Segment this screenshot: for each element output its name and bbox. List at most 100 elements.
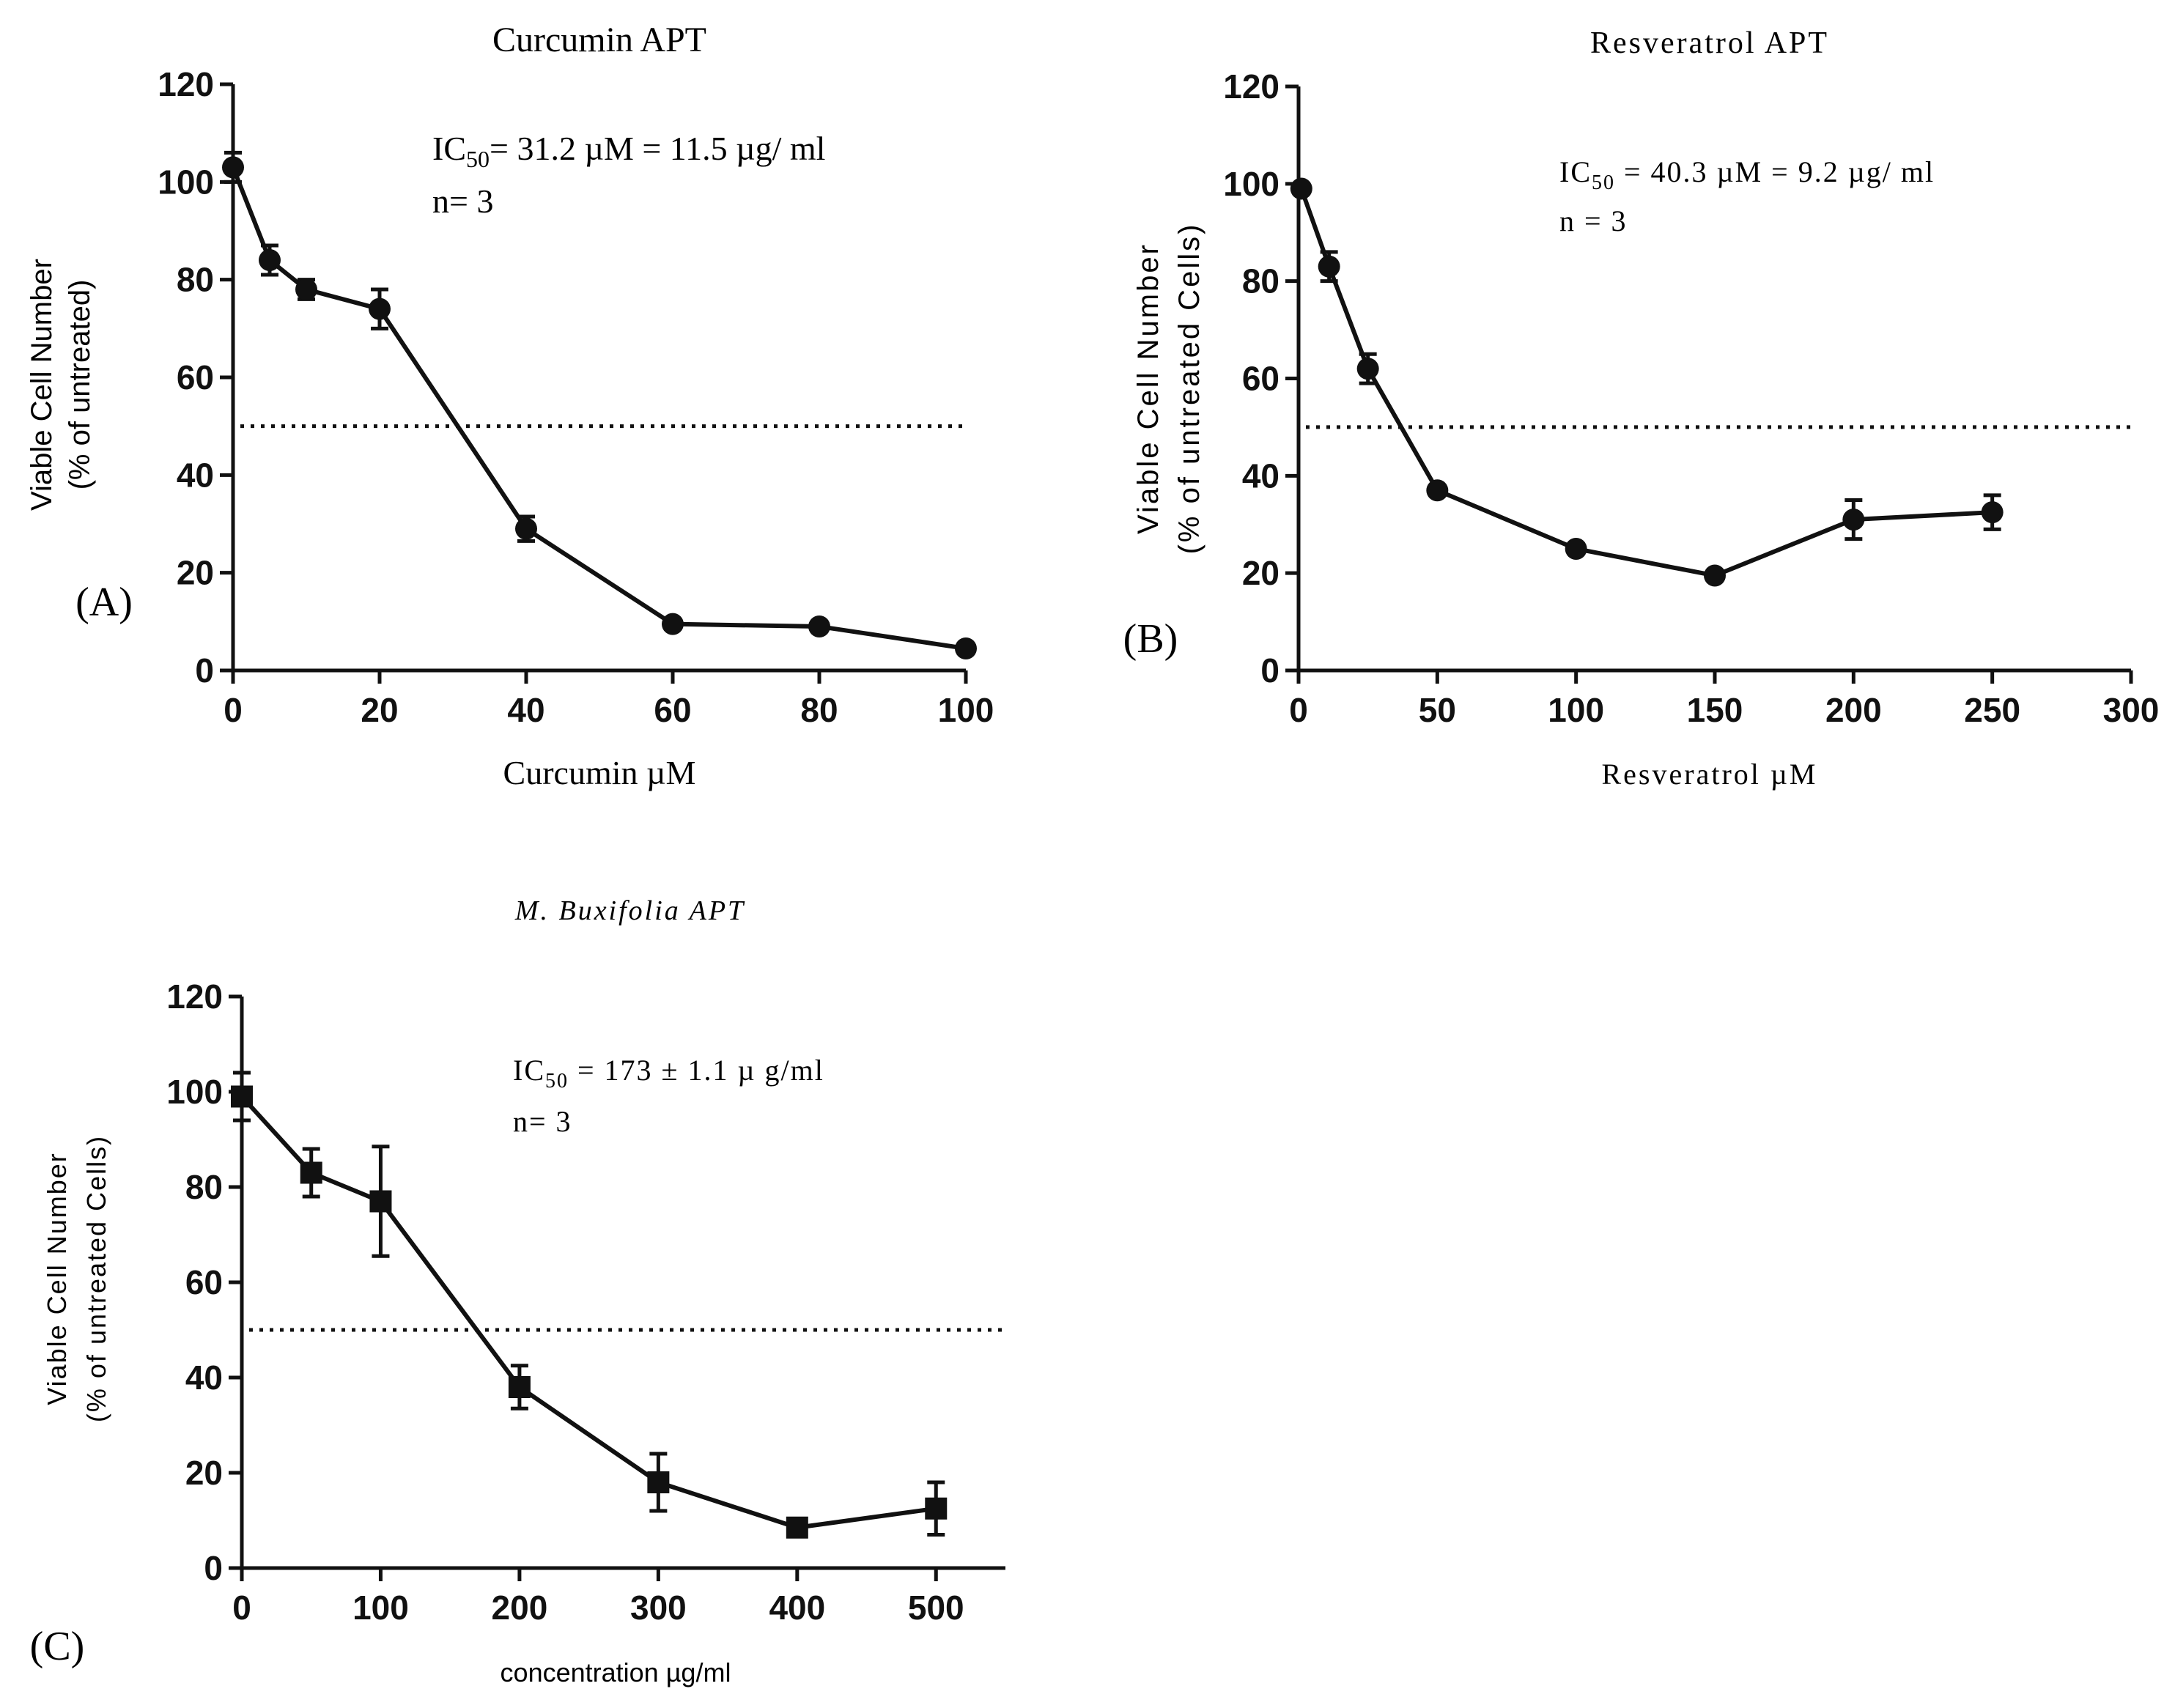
- ic50-prefix: IC: [432, 130, 466, 167]
- data-point: [786, 1516, 808, 1539]
- data-point: [662, 613, 684, 635]
- series-line: [231, 166, 967, 651]
- x-tick-label: 100: [1548, 691, 1604, 729]
- ic50-value: = 31.2 µM = 11.5 µg/ ml: [490, 130, 825, 167]
- y-tick-label: 120: [1223, 67, 1279, 106]
- x-tick-label: 20: [361, 691, 398, 729]
- y-axis-label-line2: (% of untreated Cells): [81, 1135, 111, 1422]
- chart-title: Resveratrol APT: [1590, 26, 1829, 60]
- y-axis-label-line1: Viable Cell Number: [26, 259, 58, 511]
- y-tick-label: 100: [166, 1073, 223, 1111]
- x-tick-label: 250: [1964, 691, 2020, 729]
- y-axis-label: Viable Cell Number (% of untreated): [26, 259, 96, 511]
- data-point: [259, 249, 281, 271]
- x-tick-label: 300: [630, 1589, 687, 1627]
- x-tick-label: 150: [1687, 691, 1743, 729]
- y-tick-label: 60: [185, 1263, 223, 1301]
- y-axis-label-line2: (% of untreated Cells): [1173, 223, 1205, 555]
- y-axis-label: Viable Cell Number (% of untreated Cells…: [1132, 223, 1205, 555]
- n-annotation: n = 3: [1559, 204, 1628, 237]
- ic50-annotation: IC50= 31.2 µM = 11.5 µg/ ml: [432, 130, 825, 172]
- data-point: [1981, 501, 2004, 524]
- data-point: [955, 637, 977, 659]
- y-tick-label: 80: [185, 1168, 223, 1206]
- y-axis-label-line1: Viable Cell Number: [1132, 243, 1164, 534]
- data-point: [1318, 255, 1340, 278]
- y-tick-label: 60: [1242, 360, 1279, 398]
- y-tick-label: 0: [195, 651, 214, 690]
- panel-b: Resveratrol APT Resveratrol µM Viable Ce…: [1123, 26, 2160, 791]
- data-point: [222, 156, 244, 179]
- x-tick-label: 100: [352, 1589, 409, 1627]
- panel-label: (C): [30, 1624, 85, 1669]
- ic50-subscript: 50: [1592, 171, 1615, 194]
- data-point: [647, 1471, 670, 1493]
- x-tick-label: 80: [800, 691, 838, 729]
- data-point: [925, 1497, 948, 1520]
- y-tick-label: 100: [1223, 165, 1279, 203]
- x-axis-label: Curcumin µM: [503, 754, 696, 791]
- x-tick-label: 60: [654, 691, 691, 729]
- data-point: [295, 278, 317, 300]
- y-axis-label: Viable Cell Number (% of untreated Cells…: [42, 1135, 111, 1422]
- panel-c: M. Buxifolia APT concentration µg/ml Via…: [30, 895, 1007, 1687]
- ic50-subscript: 50: [545, 1070, 569, 1093]
- y-axis-label-line1: Viable Cell Number: [42, 1152, 72, 1405]
- chart-title: Curcumin APT: [492, 21, 706, 59]
- n-annotation: n= 3: [432, 182, 493, 220]
- y-tick-label: 0: [1260, 651, 1279, 690]
- x-tick-label: 300: [2103, 691, 2160, 729]
- data-point: [515, 517, 537, 540]
- y-tick-label: 20: [1242, 554, 1279, 592]
- series-line: [1299, 188, 1993, 578]
- y-tick-label: 0: [204, 1549, 223, 1587]
- x-tick-label: 100: [938, 691, 994, 729]
- ic50-value: = 40.3 µM = 9.2 µg/ ml: [1615, 155, 1935, 188]
- ic50-annotation: IC50 = 173 ± 1.1 µ g/ml: [513, 1054, 824, 1093]
- data-point: [1426, 479, 1449, 502]
- data-point: [1356, 358, 1379, 380]
- data-point: [1565, 537, 1587, 560]
- x-tick-label: 0: [1289, 691, 1308, 729]
- panel-label: (A): [75, 580, 133, 625]
- x-tick-label: 500: [908, 1589, 964, 1627]
- ic50-annotation: IC50 = 40.3 µM = 9.2 µg/ ml: [1559, 155, 1935, 194]
- ic50-value: = 173 ± 1.1 µ g/ml: [569, 1054, 824, 1087]
- y-tick-label: 20: [185, 1454, 223, 1492]
- data-point: [369, 1190, 392, 1213]
- y-tick-label: 120: [166, 977, 223, 1016]
- x-axis-label: Resveratrol µM: [1602, 758, 1818, 791]
- y-tick-label: 20: [177, 554, 214, 592]
- y-tick-label: 40: [185, 1358, 223, 1397]
- y-axis-label-line2: (% of untreated): [64, 280, 96, 490]
- x-axis-label: concentration µg/ml: [501, 1657, 731, 1687]
- panel-a: Curcumin APT Curcumin µM Viable Cell Num…: [26, 21, 994, 791]
- y-tick-label: 40: [1242, 456, 1279, 495]
- data-point: [369, 297, 391, 320]
- x-tick-label: 200: [492, 1589, 548, 1627]
- series-line: [240, 1095, 937, 1530]
- y-tick-label: 100: [158, 163, 214, 201]
- ic50-prefix: IC: [1559, 155, 1592, 188]
- data-point: [300, 1161, 322, 1184]
- y-tick-label: 60: [177, 358, 214, 396]
- chart-title: M. Buxifolia APT: [514, 895, 745, 926]
- y-tick-label: 120: [158, 65, 214, 103]
- y-tick-label: 80: [1242, 262, 1279, 300]
- y-tick-label: 40: [177, 456, 214, 494]
- data-point: [508, 1376, 531, 1398]
- x-tick-label: 200: [1825, 691, 1882, 729]
- x-tick-label: 0: [224, 691, 243, 729]
- ic50-prefix: IC: [513, 1054, 545, 1087]
- ic50-subscript: 50: [466, 146, 490, 172]
- data-point: [231, 1085, 253, 1108]
- data-point: [1704, 564, 1726, 587]
- panel-label: (B): [1123, 616, 1178, 662]
- x-tick-label: 40: [507, 691, 544, 729]
- n-annotation: n= 3: [513, 1105, 572, 1138]
- x-tick-label: 400: [769, 1589, 825, 1627]
- y-tick-label: 80: [177, 261, 214, 299]
- data-point: [808, 615, 830, 637]
- x-tick-label: 0: [232, 1589, 251, 1627]
